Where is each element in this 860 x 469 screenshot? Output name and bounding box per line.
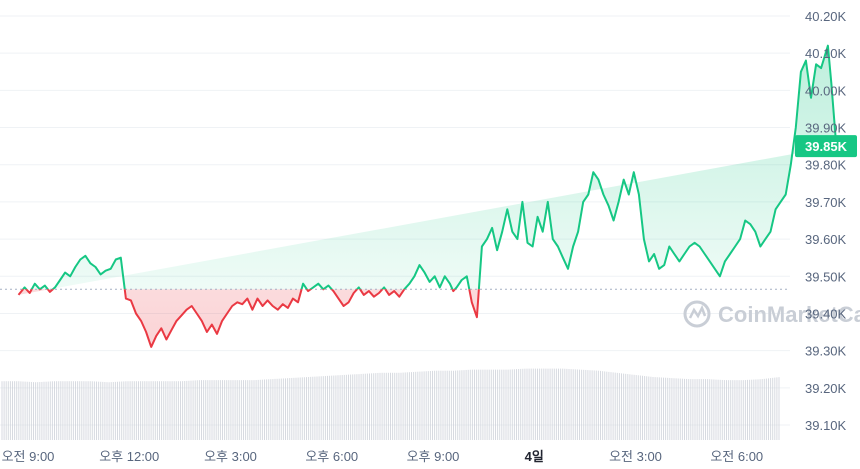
x-tick-label: 오후 6:00 xyxy=(305,449,358,464)
watermark-text: CoinMarketCap xyxy=(718,302,860,327)
coinmarketcap-logo-icon xyxy=(683,300,711,328)
volume-bars xyxy=(1,368,780,440)
y-tick-label: 40.10K xyxy=(805,46,847,61)
y-tick-label: 39.60K xyxy=(805,232,847,247)
y-tick-label: 39.20K xyxy=(805,381,847,396)
area-above-reference xyxy=(23,45,837,290)
y-tick-label: 39.50K xyxy=(805,269,847,284)
current-price-label: 39.85K xyxy=(805,139,848,154)
y-tick-label: 39.80K xyxy=(805,158,847,173)
y-tick-label: 39.30K xyxy=(805,344,847,359)
y-tick-label: 40.00K xyxy=(805,83,847,98)
x-tick-label: 오후 3:00 xyxy=(204,449,257,464)
price-line-up xyxy=(21,44,838,290)
price-line-down xyxy=(17,289,480,348)
x-tick-label: 4일 xyxy=(525,449,544,464)
x-tick-label: 오전 3:00 xyxy=(609,449,662,464)
y-tick-label: 39.90K xyxy=(805,121,847,136)
x-tick-label: 오후 12:00 xyxy=(99,449,159,464)
x-tick-label: 오전 6:00 xyxy=(710,449,763,464)
x-axis: 오전 9:00 오후 12:00 오후 3:00 오후 6:00 오후 9:00 4일 오전… xyxy=(2,449,764,464)
y-tick-label: 39.40K xyxy=(805,306,847,321)
y-axis: 40.20K 40.10K 40.00K 39.90K 39.80K 39.70K 39.6… xyxy=(805,9,847,433)
y-tick-label: 40.20K xyxy=(805,9,847,24)
y-tick-label: 39.70K xyxy=(805,195,847,210)
x-tick-label: 오후 9:00 xyxy=(407,449,460,464)
x-tick-label: 오전 9:00 xyxy=(2,449,55,464)
current-price-badge xyxy=(795,135,857,158)
grid-lines xyxy=(0,15,790,426)
area-below-reference xyxy=(18,289,479,347)
y-tick-label: 39.10K xyxy=(805,418,847,433)
watermark: CoinMarketCap xyxy=(683,300,860,328)
current-price-marker: 39.85K xyxy=(795,135,857,158)
